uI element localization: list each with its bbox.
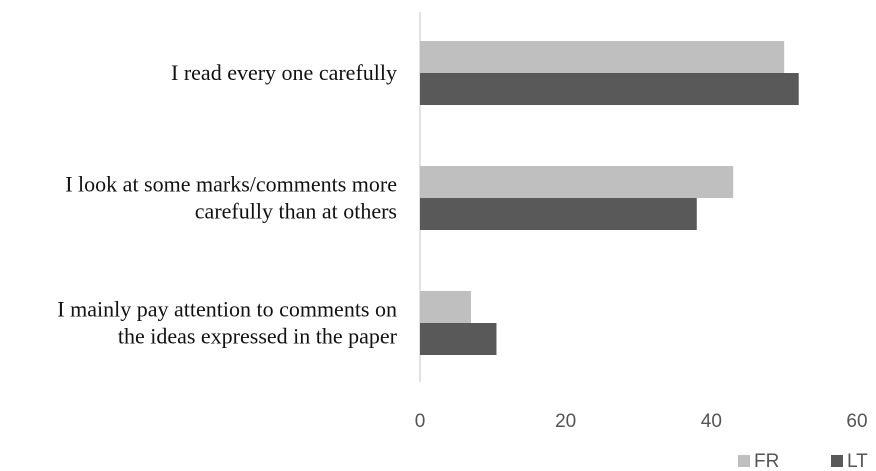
- bar-fr-1: [420, 41, 785, 73]
- category-label-3-line-2: the ideas expressed in the paper: [118, 324, 398, 349]
- legend-swatch-fr: [738, 455, 750, 467]
- bar-lt-2: [420, 198, 697, 230]
- legend-swatch-lt: [831, 455, 843, 467]
- x-axis-ticks: 0 20 40 60: [415, 411, 868, 432]
- bar-fr-2: [420, 166, 734, 198]
- category-label-1-line-1: I read every one carefully: [171, 60, 397, 85]
- legend-label-lt: LT: [847, 451, 868, 471]
- bars: [420, 41, 799, 355]
- legend: FR LT: [738, 451, 868, 471]
- legend-label-fr: FR: [754, 451, 779, 471]
- x-tick-label-60: 60: [846, 411, 867, 432]
- category-label-2-line-1: I look at some marks/comments more: [65, 172, 397, 197]
- category-label-3-line-1: I mainly pay attention to comments on: [57, 297, 397, 322]
- bar-lt-1: [420, 73, 799, 105]
- category-labels: I read every one carefully I look at some…: [57, 60, 397, 349]
- x-tick-label-0: 0: [415, 411, 426, 432]
- bar-fr-3: [420, 291, 471, 323]
- x-tick-label-20: 20: [555, 411, 576, 432]
- category-label-2-line-2: carefully than at others: [195, 199, 397, 224]
- bar-lt-3: [420, 323, 497, 355]
- x-tick-label-40: 40: [701, 411, 722, 432]
